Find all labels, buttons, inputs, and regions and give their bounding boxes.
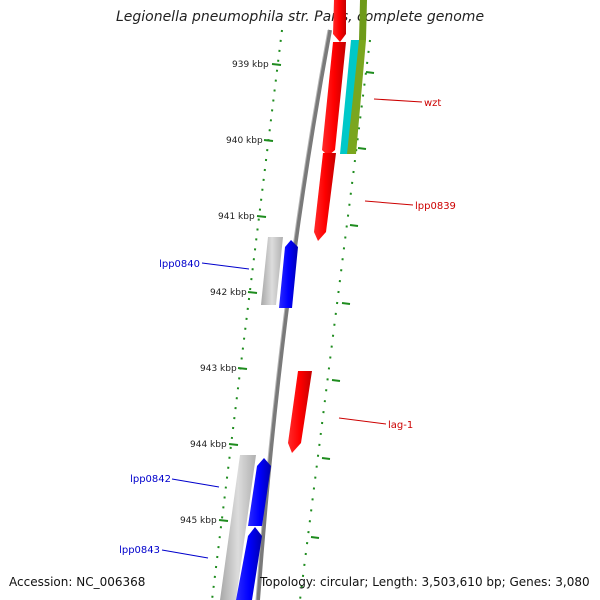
map-title: Legionella pneumophila str. Paris, compl… — [115, 9, 485, 25]
tick-label-942: 942 kbp — [210, 288, 247, 298]
tick-label-939: 939 kbp — [232, 60, 269, 70]
tick-label-945: 945 kbp — [180, 516, 217, 526]
leader-lpp0840 — [201, 262, 250, 270]
gene-lpp0842[interactable] — [248, 458, 271, 526]
gene-lpp0840[interactable] — [279, 240, 298, 308]
accession-text: Accession: NC_006368 — [9, 575, 146, 589]
label-lag-1[interactable]: lag-1 — [388, 420, 413, 431]
major-ticks-inner — [218, 63, 282, 522]
gene-lag-1[interactable] — [288, 371, 312, 453]
feature-olive[interactable] — [347, 40, 366, 154]
label-lpp0839[interactable]: lpp0839 — [415, 201, 456, 212]
leader-lpp0839 — [364, 200, 414, 206]
gene-wzt[interactable] — [322, 42, 346, 156]
feature-grey-lower[interactable] — [220, 455, 256, 600]
tick-label-944: 944 kbp — [190, 440, 227, 450]
leader-lpp0843 — [161, 549, 209, 559]
tick-label-943: 943 kbp — [200, 364, 237, 374]
tick-label-940: 940 kbp — [226, 136, 263, 146]
gene-lpp0843[interactable] — [236, 527, 262, 600]
feature-top-red[interactable] — [333, 0, 346, 42]
genome-backbone — [256, 29, 332, 600]
label-lpp0843[interactable]: lpp0843 — [119, 545, 160, 556]
major-ticks-outer — [310, 71, 375, 539]
leader-wzt — [373, 98, 423, 103]
leader-lag-1 — [338, 417, 387, 425]
label-lpp0842[interactable]: lpp0842 — [130, 474, 171, 485]
feature-grey-lpp0840[interactable] — [261, 237, 283, 305]
feature-top-olive[interactable] — [359, 0, 367, 40]
label-wzt[interactable]: wzt — [424, 98, 441, 109]
gene-lpp0839[interactable] — [314, 153, 336, 241]
topology-text: Topology: circular; Length: 3,503,610 bp… — [260, 575, 590, 589]
label-lpp0840[interactable]: lpp0840 — [159, 259, 200, 270]
tick-label-941: 941 kbp — [218, 212, 255, 222]
feature-cyan[interactable] — [340, 40, 360, 154]
leader-lpp0842 — [171, 478, 220, 488]
